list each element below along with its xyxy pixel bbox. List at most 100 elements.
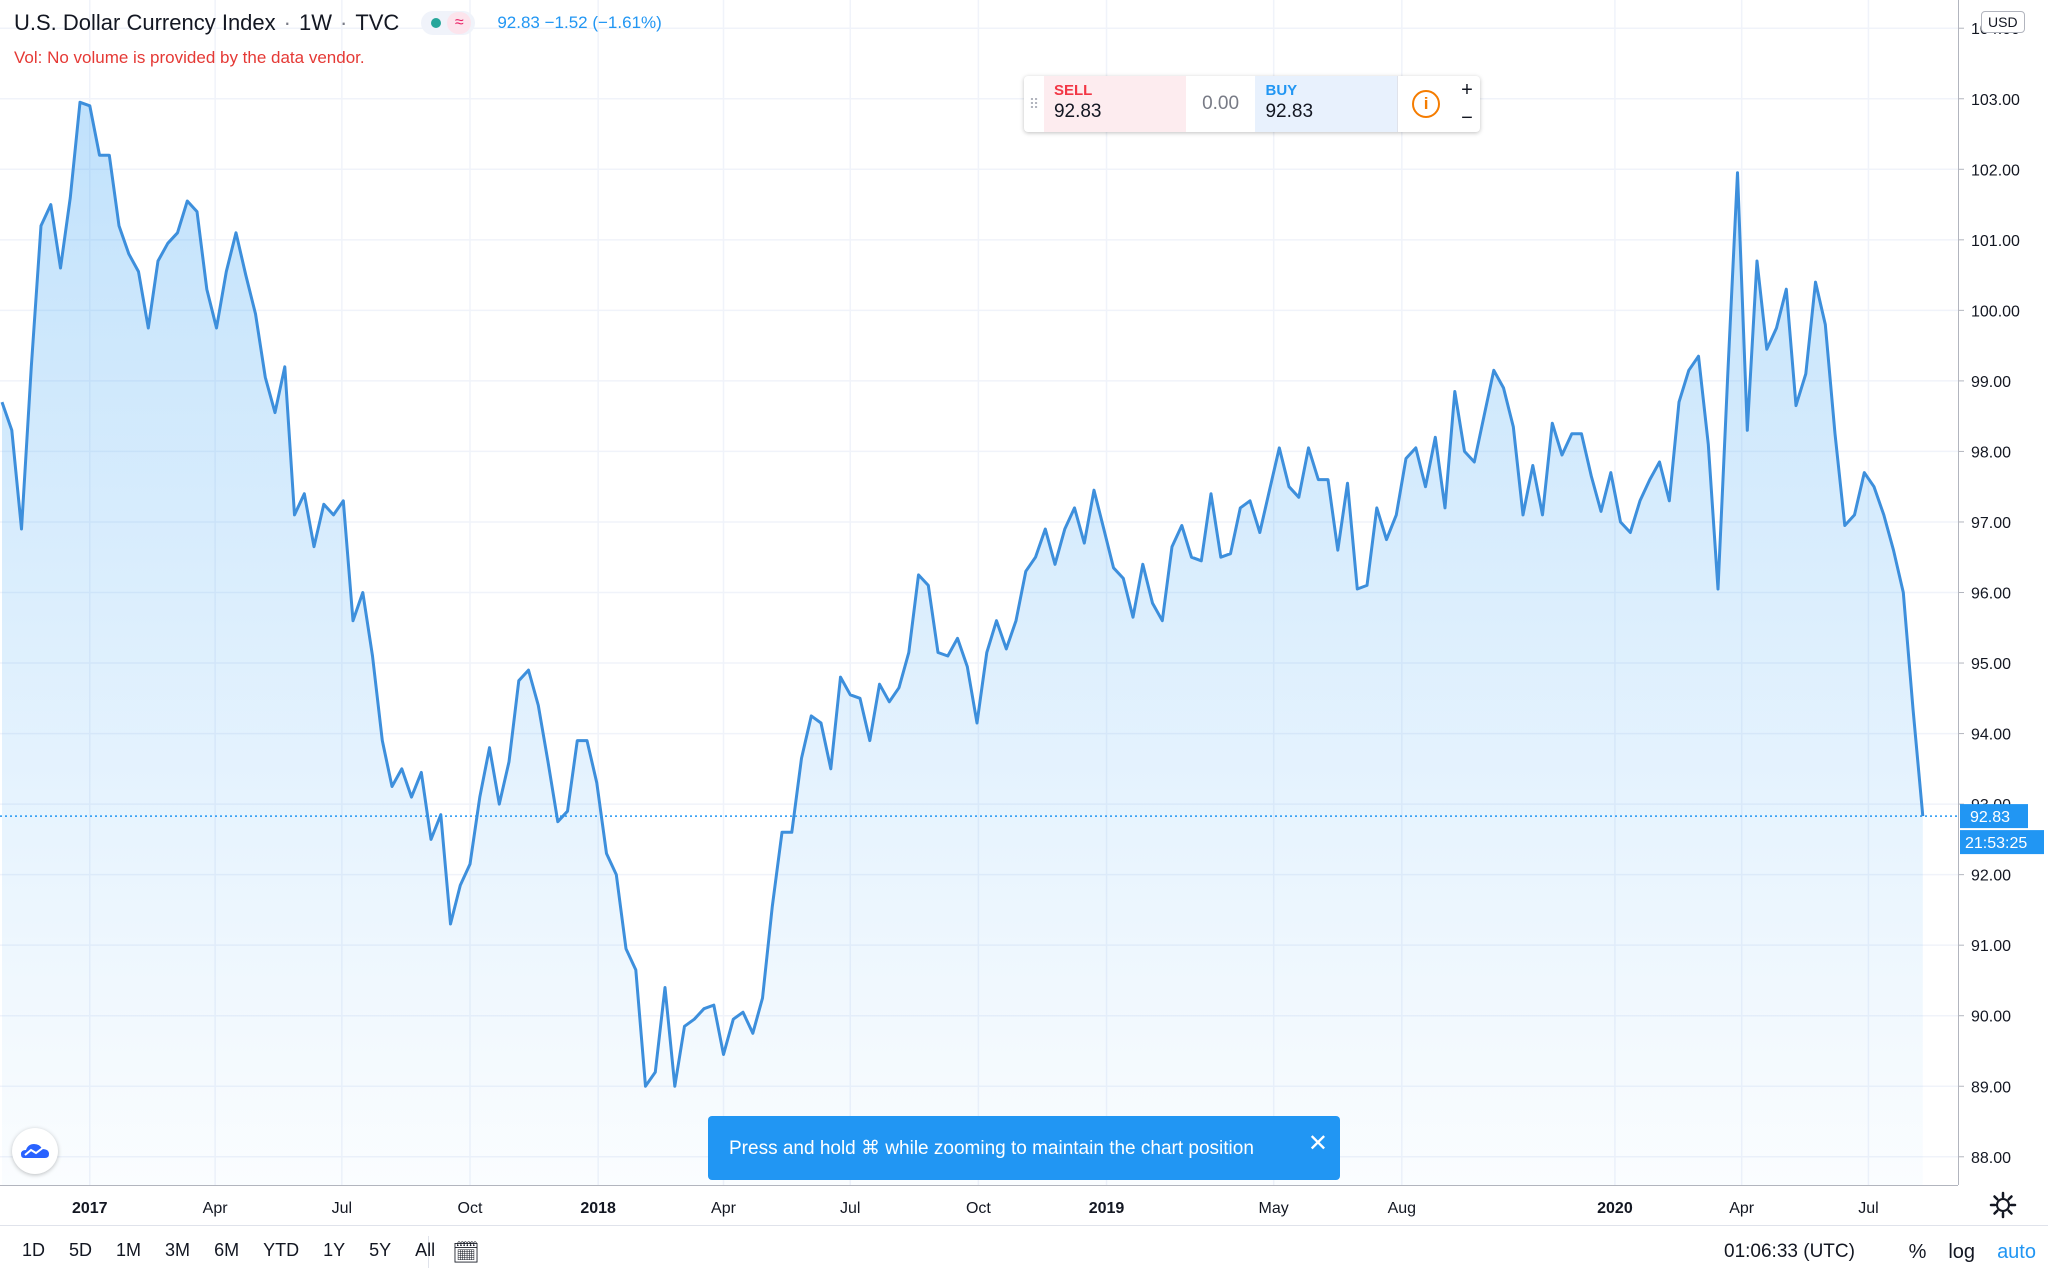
time-tick-label: Apr [203, 1200, 229, 1217]
price-axis-labels: 88.0089.0090.0091.0092.0093.0094.0095.00… [1959, 21, 2044, 1167]
range-button-1m[interactable]: 1M [116, 1240, 142, 1260]
price-area-fill [2, 102, 1923, 1185]
plus-button[interactable]: + [1461, 78, 1473, 101]
data-point [1, 401, 4, 404]
data-point [1609, 471, 1612, 474]
data-point [283, 365, 286, 368]
buy-button[interactable]: BUY 92.83 [1255, 76, 1398, 132]
price-axis[interactable]: 88.0089.0090.0091.0092.0093.0094.0095.00… [1958, 0, 2048, 1185]
data-point [1336, 549, 1339, 552]
data-point [498, 803, 501, 806]
log-toggle[interactable]: log [1948, 1241, 1976, 1263]
price-tick-label: 95.00 [1971, 656, 2011, 673]
currency-button[interactable]: USD [1981, 11, 2025, 33]
data-point [1648, 478, 1651, 481]
time-tick-label: 2020 [1597, 1200, 1633, 1217]
data-point [1580, 432, 1583, 435]
data-point [1102, 528, 1105, 531]
data-point [1834, 432, 1837, 435]
data-point [1112, 566, 1115, 569]
data-point [586, 739, 589, 742]
data-point [1151, 602, 1154, 605]
minus-button[interactable]: − [1461, 106, 1473, 129]
data-point [732, 1018, 735, 1021]
data-point [410, 796, 413, 799]
scale-tools: % log auto [1887, 1241, 2036, 1264]
data-point [566, 810, 569, 813]
sell-button[interactable]: SELL 92.83 [1043, 76, 1186, 132]
range-button-all[interactable]: All [415, 1240, 436, 1260]
data-point [527, 669, 530, 672]
data-point [1873, 485, 1876, 488]
price-chart[interactable] [0, 0, 1998, 1185]
data-point [1775, 327, 1778, 330]
price-tick-label: 100.00 [1971, 303, 2020, 320]
sell-price: 92.83 [1053, 101, 1102, 122]
last-price-label: 92.83 [1970, 809, 2010, 826]
time-axis[interactable]: 2017 Apr Jul Oct 2018 Apr Jul Oct 2019 May Aug 2020… [0, 1185, 2010, 1226]
data-point [946, 655, 949, 658]
data-point [1395, 513, 1398, 516]
time-tick-label: Oct [458, 1200, 483, 1217]
time-tick-label: 2018 [580, 1200, 616, 1217]
data-point [1434, 436, 1437, 439]
range-button-1d[interactable]: 1D [22, 1240, 46, 1260]
data-point [20, 528, 23, 531]
data-point [888, 700, 891, 703]
range-button-5d[interactable]: 5D [69, 1240, 93, 1260]
data-point [1921, 815, 1924, 818]
data-point [1249, 499, 1252, 502]
close-icon[interactable]: ✕ [1307, 1130, 1328, 1157]
data-point [108, 154, 111, 157]
data-point [1141, 563, 1144, 566]
range-button-1y[interactable]: 1Y [323, 1240, 346, 1260]
data-point [1853, 513, 1856, 516]
data-point [1629, 531, 1632, 534]
range-button-3m[interactable]: 3M [165, 1240, 191, 1260]
data-point [1531, 464, 1534, 467]
range-button-6m[interactable]: 6M [214, 1240, 240, 1260]
data-point [1522, 513, 1525, 516]
data-point [215, 327, 218, 330]
chart-area[interactable] [0, 0, 1998, 1185]
data-point [615, 873, 618, 876]
data-point [1190, 556, 1193, 559]
price-tick-label: 102.00 [1971, 162, 2020, 179]
settings-button[interactable] [1988, 1190, 2018, 1220]
percent-toggle[interactable]: % [1908, 1241, 1927, 1263]
time-tick-label: Jul [332, 1200, 352, 1217]
price-tick-label: 97.00 [1971, 515, 2011, 532]
countdown-label: 21:53:25 [1965, 835, 2027, 852]
legend-values: 92.83 −1.52 (−1.61%) [497, 13, 661, 33]
symbol-title[interactable]: U.S. Dollar Currency Index [14, 10, 276, 35]
data-point [1736, 171, 1739, 174]
market-status-pill[interactable]: ≈ [421, 11, 476, 35]
data-point [400, 767, 403, 770]
auto-toggle[interactable]: auto [1997, 1241, 2036, 1263]
data-point [1882, 513, 1885, 516]
data-point [1551, 422, 1554, 425]
data-point [1375, 506, 1378, 509]
data-point [98, 154, 101, 157]
range-button-ytd[interactable]: YTD [263, 1240, 300, 1260]
data-point [1083, 542, 1086, 545]
data-point [1346, 482, 1349, 485]
range-button-5y[interactable]: 5Y [369, 1240, 392, 1260]
data-point [556, 820, 559, 823]
data-point [1093, 489, 1096, 492]
data-point [683, 1025, 686, 1028]
drag-handle-icon[interactable]: ⠿ [1028, 95, 1040, 112]
info-button[interactable]: i [1397, 76, 1454, 132]
data-point [781, 831, 784, 834]
data-point [1200, 559, 1203, 562]
utc-clock[interactable]: 01:06:33 (UTC) [1724, 1241, 1855, 1262]
data-point [1483, 415, 1486, 418]
tradingview-logo-button[interactable] [12, 1128, 58, 1174]
data-point [985, 651, 988, 654]
interval-label[interactable]: 1W [298, 10, 332, 35]
data-point [1717, 588, 1720, 591]
data-point [1414, 446, 1417, 449]
last-value: 92.83 [497, 13, 540, 32]
data-point [1658, 461, 1661, 464]
calendar-icon[interactable]: 🗓 [452, 1240, 480, 1265]
